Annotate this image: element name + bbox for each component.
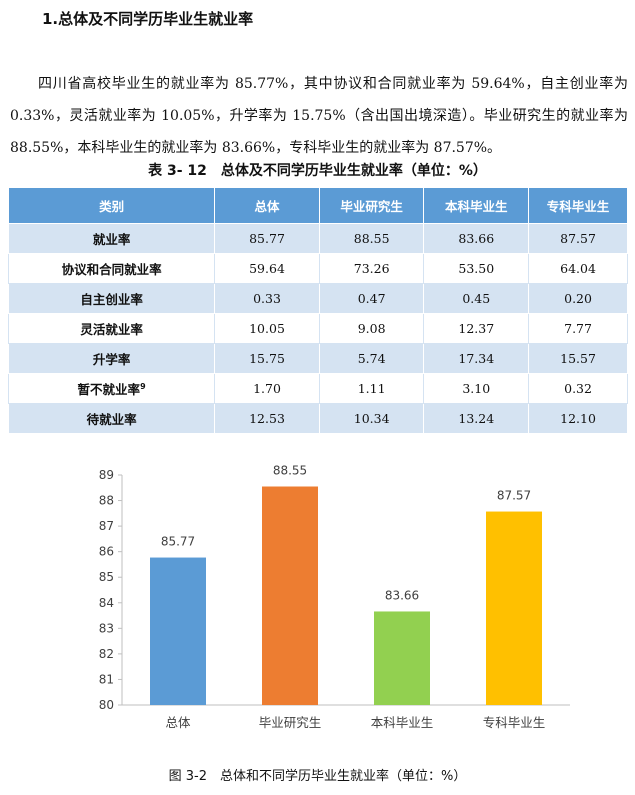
table-body: 就业率 85.77 88.55 83.66 87.57 协议和合同就业率 59.64 73.2… <box>7 223 628 434</box>
table-cell: 88.55 <box>318 223 425 254</box>
y-tick-label: 80 <box>99 698 114 712</box>
row-label-text: 自主创业率 <box>80 292 143 307</box>
table-cell: 12.10 <box>528 403 628 434</box>
y-tick-label: 88 <box>99 494 114 508</box>
bar-data-label: 88.55 <box>273 464 307 478</box>
table-header-row: 类别 总体 毕业研究生 本科毕业生 专科毕业生 <box>7 187 628 224</box>
table-cell: 10.34 <box>318 403 425 434</box>
row-label-text: 灵活就业率 <box>80 322 143 337</box>
table-cell: 73.26 <box>318 253 425 284</box>
y-tick-label: 85 <box>99 570 114 584</box>
table-cell: 12.37 <box>423 313 530 344</box>
table-row: 自主创业率 0.33 0.47 0.45 0.20 <box>7 283 628 314</box>
table-cell: 53.50 <box>423 253 530 284</box>
table-cell: 3.10 <box>423 373 530 404</box>
employment-rate-bar-chart: 80 81 82 83 84 85 86 87 88 89 85.77 总体 88.55 毕业研究生 83.… <box>99 464 570 730</box>
table-caption: 表 3- 12 总体及不同学历毕业生就业率（单位：%） <box>148 163 487 179</box>
employment-rate-table: 类别 总体 毕业研究生 本科毕业生 专科毕业生 就业率 85.77 88.55 83.… <box>7 187 628 434</box>
y-tick-label: 83 <box>99 621 114 635</box>
y-tick-label: 81 <box>99 672 114 686</box>
bar-data-label: 87.57 <box>497 489 531 503</box>
table-cell: 0.32 <box>528 373 628 404</box>
table-cell: 0.45 <box>423 283 530 314</box>
x-category-label: 本科毕业生 <box>371 715 434 730</box>
summary-paragraph: 四川省高校毕业生的就业率为 85.77%，其中协议和合同就业率为 59.64%，… <box>10 76 628 156</box>
bar-data-label: 85.77 <box>161 535 195 549</box>
table-cell: 0.33 <box>214 283 320 314</box>
header-graduate: 毕业研究生 <box>318 187 425 224</box>
table-row: 升学率 15.75 5.74 17.34 15.57 <box>7 343 628 374</box>
table-cell: 17.34 <box>423 343 530 374</box>
header-category: 类别 <box>7 187 216 224</box>
table-cell: 15.57 <box>528 343 628 374</box>
bar <box>486 511 542 705</box>
table-cell: 59.64 <box>214 253 320 284</box>
table-row: 就业率 85.77 88.55 83.66 87.57 <box>7 223 628 254</box>
table-cell: 5.74 <box>318 343 425 374</box>
table-row: 待就业率 12.53 10.34 13.24 12.10 <box>7 403 628 434</box>
y-tick-label: 84 <box>99 596 114 610</box>
y-tick-label: 82 <box>99 647 114 661</box>
row-label: 升学率 <box>7 343 216 374</box>
table-cell: 13.24 <box>423 403 530 434</box>
row-label-text: 暂不就业率 <box>77 382 141 397</box>
table-cell: 83.66 <box>423 223 530 254</box>
table-cell: 1.70 <box>214 373 320 404</box>
x-category-label: 总体 <box>165 715 191 730</box>
row-label-text: 待就业率 <box>86 412 137 427</box>
table-cell: 7.77 <box>528 313 628 344</box>
table-cell: 12.53 <box>214 403 320 434</box>
table-row: 暂不就业率9 1.70 1.11 3.10 0.32 <box>7 373 628 404</box>
figure-caption: 图 3-2 总体和不同学历毕业生就业率（单位：%） <box>168 769 467 784</box>
table-row: 协议和合同就业率 59.64 73.26 53.50 64.04 <box>7 253 628 284</box>
bar <box>374 611 430 705</box>
row-label: 自主创业率 <box>7 283 216 314</box>
table-cell: 0.47 <box>318 283 425 314</box>
header-undergraduate: 本科毕业生 <box>423 187 530 224</box>
bar <box>150 557 206 705</box>
y-tick-label: 87 <box>99 519 114 533</box>
header-junior-college: 专科毕业生 <box>528 187 628 224</box>
table-cell: 0.20 <box>528 283 628 314</box>
table-cell: 15.75 <box>214 343 320 374</box>
table-cell: 9.08 <box>318 313 425 344</box>
row-label-text: 升学率 <box>92 352 131 367</box>
x-category-label: 专科毕业生 <box>483 715 546 730</box>
footnote-marker: 9 <box>140 381 146 391</box>
table-cell: 10.05 <box>214 313 320 344</box>
table-cell: 64.04 <box>528 253 628 284</box>
x-category-label: 毕业研究生 <box>259 715 322 730</box>
bar-data-label: 83.66 <box>385 588 419 602</box>
row-label: 暂不就业率9 <box>7 373 216 404</box>
table-cell: 85.77 <box>214 223 320 254</box>
table-cell: 1.11 <box>318 373 425 404</box>
y-tick-label: 89 <box>99 468 114 482</box>
row-label-text: 就业率 <box>92 232 131 247</box>
row-label: 协议和合同就业率 <box>7 253 216 284</box>
header-overall: 总体 <box>214 187 320 224</box>
section-heading: 1.总体及不同学历毕业生就业率 <box>42 10 254 28</box>
row-label: 就业率 <box>7 223 216 254</box>
y-tick-label: 86 <box>99 545 114 559</box>
row-label: 灵活就业率 <box>7 313 216 344</box>
row-label-text: 协议和合同就业率 <box>61 262 162 277</box>
bar <box>262 486 318 705</box>
table-cell: 87.57 <box>528 223 628 254</box>
table-row: 灵活就业率 10.05 9.08 12.37 7.77 <box>7 313 628 344</box>
row-label: 待就业率 <box>7 403 216 434</box>
